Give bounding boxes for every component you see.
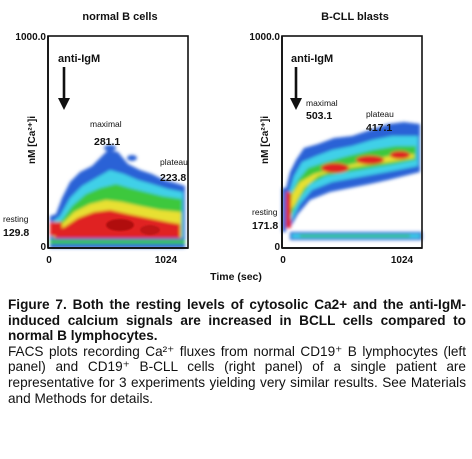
- right-y-zero-tick: 0: [274, 242, 280, 253]
- right-stimulus-label: anti-IgM: [291, 53, 333, 65]
- left-y-zero-tick: 0: [40, 242, 46, 253]
- left-x-tick-1024: 1024: [155, 255, 178, 266]
- right-y-max-tick: 1000.0: [249, 32, 280, 43]
- right-panel: B-CLL blasts: [249, 11, 423, 266]
- right-resting-value: 171.8: [252, 220, 278, 232]
- left-resting-label: resting: [3, 214, 29, 224]
- right-x-tick-1024: 1024: [391, 255, 414, 266]
- right-stimulus-arrow-head: [290, 98, 302, 110]
- figure-panels: normal B cells: [3, 11, 423, 283]
- left-panel-title: normal B cells: [82, 11, 157, 23]
- left-plateau-label: plateau: [160, 157, 188, 167]
- right-plateau-label: plateau: [366, 109, 394, 119]
- right-panel-title: B-CLL blasts: [321, 11, 389, 23]
- figure-caption: Figure 7. Both the resting levels of cyt…: [8, 297, 466, 406]
- left-density-plot: [50, 145, 185, 248]
- left-maximal-value: 281.1: [94, 136, 120, 148]
- right-plateau-value: 417.1: [366, 122, 392, 134]
- left-resting-value: 129.8: [3, 227, 29, 239]
- right-maximal-value: 503.1: [306, 110, 332, 122]
- left-panel: normal B cells: [3, 11, 189, 266]
- left-y-axis-label: nM [Ca²⁺]i: [27, 116, 38, 164]
- right-maximal-label: maximal: [306, 98, 338, 108]
- caption-title: Figure 7. Both the resting levels of cyt…: [8, 297, 466, 344]
- right-x-tick-0: 0: [280, 255, 286, 266]
- caption-body: FACS plots recording Ca²⁺ fluxes from no…: [8, 343, 466, 406]
- left-stimulus-arrow-head: [58, 98, 70, 110]
- right-density-plot: [282, 122, 422, 240]
- right-y-axis-label: nM [Ca²⁺]i: [260, 116, 271, 164]
- right-resting-label: resting: [252, 207, 278, 217]
- left-plateau-value: 223.8: [160, 172, 186, 184]
- left-x-tick-0: 0: [46, 255, 52, 266]
- left-stimulus-label: anti-IgM: [58, 53, 100, 65]
- left-y-max-tick: 1000.0: [15, 32, 46, 43]
- left-maximal-label: maximal: [90, 119, 122, 129]
- x-axis-label: Time (sec): [210, 271, 262, 283]
